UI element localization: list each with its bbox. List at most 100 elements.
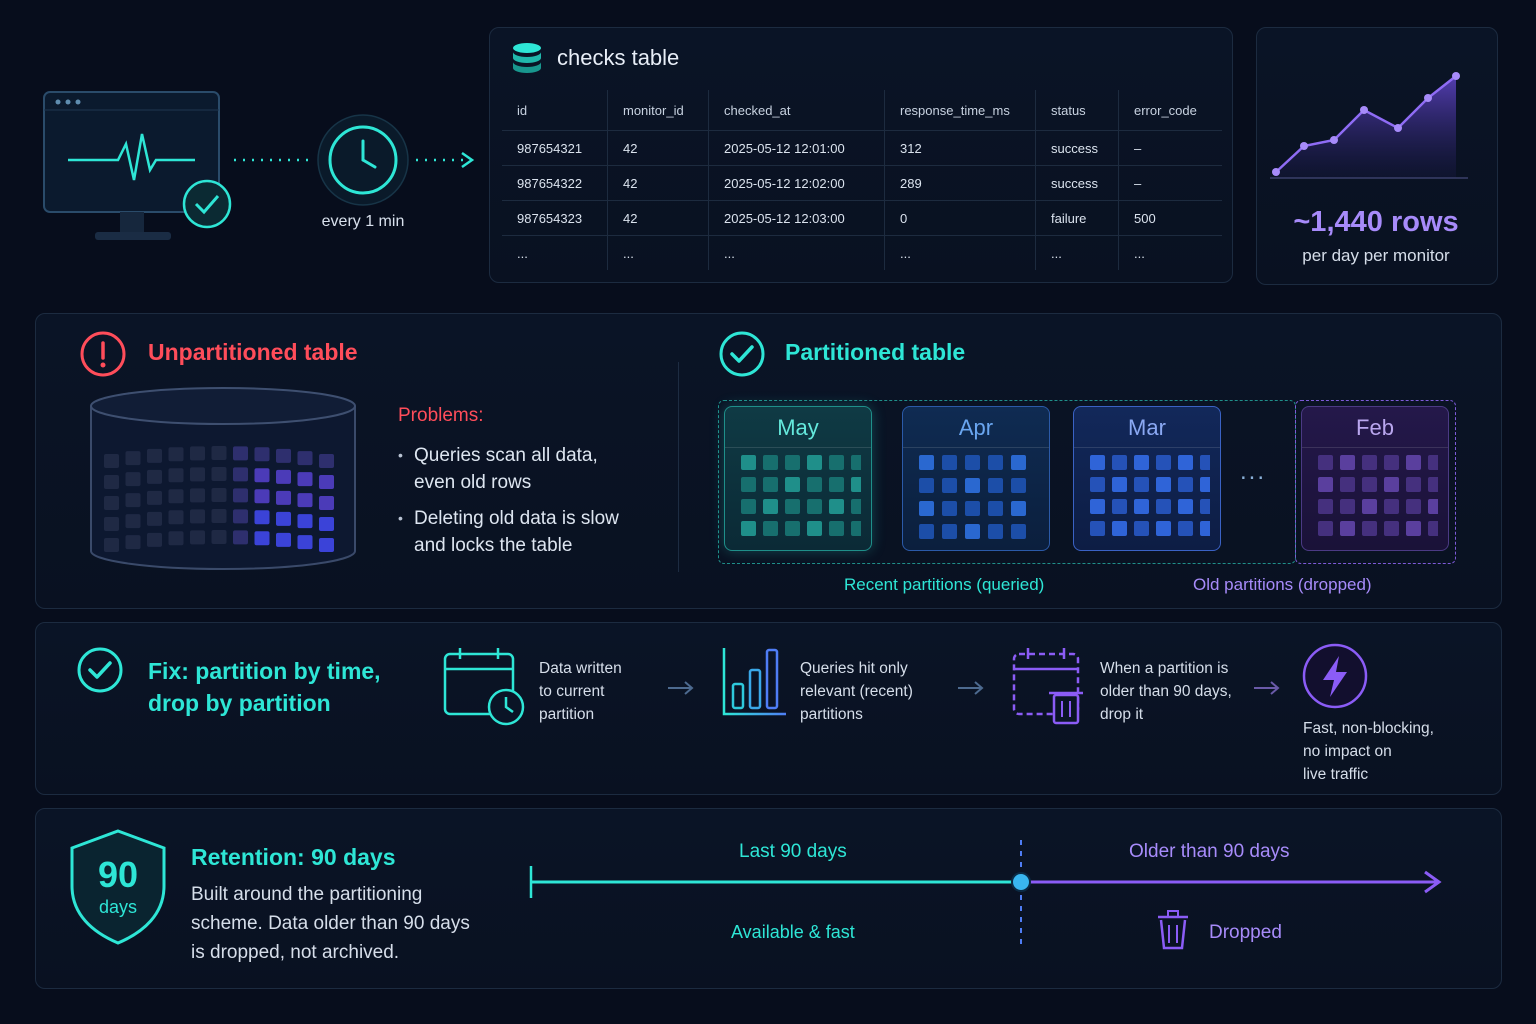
step-line: Queries hit only <box>800 660 908 677</box>
grid-cell <box>1362 521 1377 536</box>
grid-cell <box>1200 521 1210 536</box>
grid-cell <box>763 521 778 536</box>
grid-cell <box>1340 499 1355 514</box>
grid-cell <box>1112 455 1127 470</box>
grid-cell <box>1200 477 1210 492</box>
grid-cell <box>1011 501 1026 516</box>
grid-cell <box>1112 477 1127 492</box>
retention-timeline <box>529 840 1442 944</box>
grid-cell <box>1362 455 1377 470</box>
grid-cell <box>147 511 162 526</box>
step-line: relevant (recent) <box>800 683 913 700</box>
grid-cell <box>1318 455 1333 470</box>
grid-cell <box>1134 455 1149 470</box>
grid-cell <box>211 467 227 481</box>
grid-cell <box>965 455 980 470</box>
grid-cell <box>297 493 313 508</box>
grid-cell <box>211 488 227 502</box>
grid-cell <box>807 455 822 470</box>
grid-cell <box>1428 521 1438 536</box>
available-fast-label: Available & fast <box>731 922 855 942</box>
rows-stat-caption: per day per monitor <box>1302 246 1450 265</box>
table-cell: – <box>1118 130 1222 166</box>
partition-month-label: Feb <box>1302 407 1448 448</box>
grid-cell <box>1156 477 1171 492</box>
grid-cell <box>233 446 248 461</box>
grid-cell <box>125 535 141 550</box>
partitioned-title: Partitioned table <box>785 339 966 365</box>
step-text: Fast, non-blocking, no impact on live tr… <box>1303 717 1434 786</box>
rows-stat-value: ~1,440 rows <box>1293 206 1459 238</box>
grid-cell <box>829 455 844 470</box>
grid-cell <box>942 524 957 539</box>
problem-item: Deleting old data is slow and locks the … <box>398 505 644 559</box>
grid-cell <box>125 451 141 466</box>
grid-cell <box>104 517 119 531</box>
grid-cell <box>1384 521 1399 536</box>
grid-cell <box>988 455 1003 470</box>
step-line: to current <box>539 683 605 700</box>
table-cell: success <box>1035 165 1119 201</box>
partition-month-label: Mar <box>1074 407 1220 448</box>
grid-cell <box>1406 455 1421 470</box>
step-line: drop it <box>1100 706 1144 723</box>
grid-cell <box>851 477 861 492</box>
retention-description: Built around the partitioning scheme. Da… <box>191 880 470 967</box>
grid-cell <box>168 468 184 483</box>
grid-cell <box>1318 477 1333 492</box>
grid-cell <box>125 472 141 487</box>
table-cell: 42 <box>607 200 709 236</box>
grid-cell <box>988 524 1003 539</box>
fix-title-line: Fix: partition by time, <box>148 658 381 684</box>
grid-cell <box>104 496 119 510</box>
database-icon <box>513 43 541 73</box>
table-cell: ... <box>884 235 1036 270</box>
column-header: id <box>502 90 608 131</box>
grid-cell <box>1318 521 1333 536</box>
grid-cell <box>1384 499 1399 514</box>
grid-cell <box>190 530 205 545</box>
grid-cell <box>1156 499 1171 514</box>
grid-cell <box>1112 499 1127 514</box>
partition-grid <box>1090 455 1210 536</box>
grid-cell <box>211 446 227 460</box>
grid-cell <box>276 469 291 484</box>
last-90-days-label: Last 90 days <box>739 841 847 862</box>
column-header: checked_at <box>708 90 885 131</box>
partition-month-label: May <box>725 407 871 448</box>
grid-cell <box>1134 521 1149 536</box>
grid-cell <box>988 501 1003 516</box>
grid-cell <box>919 524 934 539</box>
clock-icon <box>317 114 409 206</box>
grid-cell <box>851 521 861 536</box>
grid-cell <box>785 521 800 536</box>
calendar-trash-icon <box>1012 648 1083 725</box>
grid-cell <box>1134 477 1149 492</box>
grid-cell <box>190 446 205 461</box>
retention-desc-line: is dropped, not archived. <box>191 942 400 963</box>
grid-cell <box>988 478 1003 493</box>
retention-badge-number: 90 <box>97 854 139 895</box>
grid-cell <box>276 448 291 463</box>
problem-item: Queries scan all data, even old rows <box>398 442 644 496</box>
column-header: response_time_ms <box>884 90 1036 131</box>
grid-cell <box>1112 521 1127 536</box>
grid-cell <box>147 469 162 484</box>
grid-cell <box>319 454 334 468</box>
table-cell: ... <box>1134 245 1145 261</box>
table-cell: failure <box>1035 200 1119 236</box>
table-cell: ... <box>502 235 608 270</box>
grid-cell <box>233 467 248 482</box>
table-cell: ... <box>708 235 885 270</box>
table-row: 987654322 42 2025-05-12 12:02:00 289 suc… <box>502 165 1222 201</box>
step-line: When a partition is <box>1100 660 1229 677</box>
retention-desc-line: scheme. Data older than 90 days <box>191 913 470 934</box>
grid-cell <box>1178 477 1193 492</box>
grid-cell <box>190 509 205 524</box>
table-cell: 500 <box>1118 200 1222 236</box>
grid-cell <box>1406 499 1421 514</box>
table-cell: 42 <box>607 165 709 201</box>
grid-cell <box>1384 455 1399 470</box>
grid-cell <box>1090 521 1105 536</box>
arrow-right-icon <box>958 681 984 695</box>
